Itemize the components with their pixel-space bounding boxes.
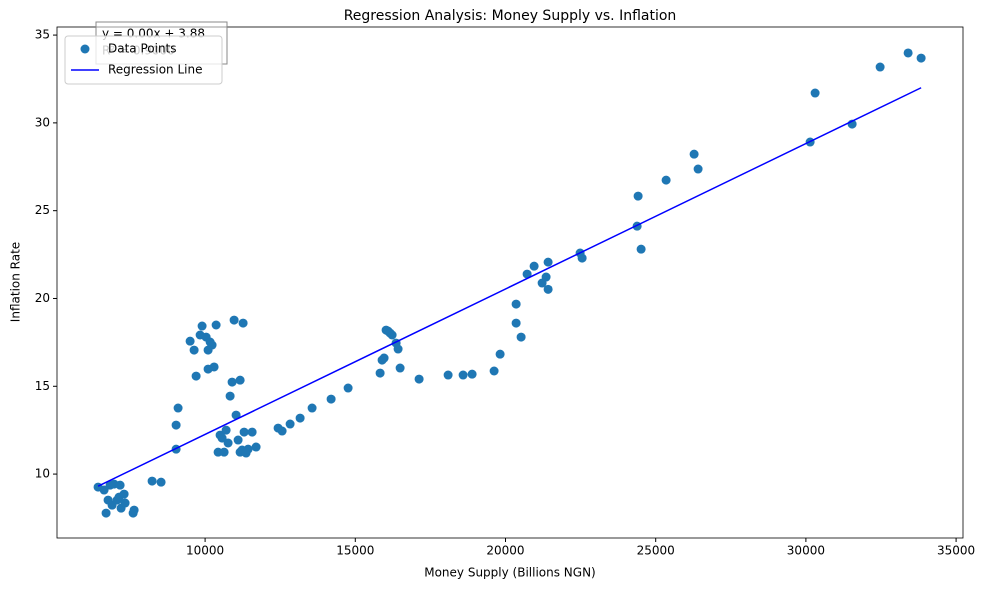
data-point	[115, 480, 125, 490]
data-point	[307, 403, 317, 413]
data-point	[395, 363, 405, 373]
data-point	[414, 374, 424, 384]
plot-area	[93, 48, 926, 518]
data-point	[326, 394, 336, 404]
data-point	[221, 425, 231, 435]
data-point	[156, 477, 166, 487]
y-tick-label: 35	[35, 28, 50, 42]
data-point	[543, 257, 553, 267]
data-point	[207, 340, 217, 350]
legend-label: Regression Line	[108, 63, 202, 77]
y-tick-label: 30	[35, 115, 50, 129]
data-point	[197, 321, 207, 331]
data-point	[511, 299, 521, 309]
data-point	[522, 269, 532, 279]
y-tick-label: 10	[35, 467, 50, 481]
data-point	[251, 442, 261, 452]
data-point	[119, 489, 129, 499]
legend-box	[64, 35, 223, 85]
y-tick-label: 15	[35, 379, 50, 393]
data-point	[101, 508, 111, 518]
x-tick-label: 30000	[787, 544, 825, 558]
data-point	[903, 48, 913, 58]
data-point	[443, 370, 453, 380]
x-tick-label: 25000	[637, 544, 675, 558]
data-point	[458, 370, 468, 380]
data-point	[810, 88, 820, 98]
data-point	[227, 377, 237, 387]
data-point	[229, 315, 239, 325]
data-point	[99, 485, 109, 495]
data-point	[693, 164, 703, 174]
data-point	[916, 53, 926, 63]
data-point	[577, 253, 587, 263]
data-point	[633, 191, 643, 201]
data-point	[529, 261, 539, 271]
plot-frame	[56, 26, 964, 539]
data-point	[516, 332, 526, 342]
data-point	[875, 62, 885, 72]
data-point	[217, 433, 227, 443]
data-point	[295, 413, 305, 423]
chart-title: Regression Analysis: Money Supply vs. In…	[344, 8, 677, 24]
data-point	[189, 345, 199, 355]
data-point	[120, 498, 130, 508]
data-point	[495, 349, 505, 359]
data-point	[171, 420, 181, 430]
data-point	[375, 368, 385, 378]
data-point	[235, 375, 245, 385]
y-axis-label: Inflation Rate	[9, 242, 23, 322]
data-point	[219, 447, 229, 457]
data-point	[203, 364, 213, 374]
data-point	[211, 320, 221, 330]
x-axis-label: Money Supply (Billions NGN)	[424, 566, 596, 580]
data-point	[233, 435, 243, 445]
data-point	[285, 419, 295, 429]
data-point	[277, 426, 287, 436]
data-point	[541, 272, 551, 282]
data-point	[636, 244, 646, 254]
x-tick-label: 10000	[186, 544, 224, 558]
data-point	[243, 444, 253, 454]
x-tick-label: 35000	[937, 544, 975, 558]
data-point	[225, 391, 235, 401]
y-tick-label: 25	[35, 203, 50, 217]
y-tick-label: 20	[35, 291, 50, 305]
data-point	[689, 149, 699, 159]
data-point	[379, 353, 389, 363]
data-point	[129, 505, 139, 515]
data-point	[661, 175, 671, 185]
data-point	[393, 344, 403, 354]
data-point	[467, 369, 477, 379]
data-point	[231, 410, 241, 420]
legend-label: Data Points	[108, 42, 177, 56]
data-point	[147, 476, 157, 486]
x-tick-label: 20000	[486, 544, 524, 558]
data-point	[489, 366, 499, 376]
legend: Data Points Regression Line	[64, 35, 223, 85]
legend-swatch	[80, 44, 90, 54]
data-point	[238, 318, 248, 328]
x-tick-label: 15000	[336, 544, 374, 558]
data-point	[239, 427, 249, 437]
data-point	[191, 371, 201, 381]
data-point	[387, 330, 397, 340]
data-point	[173, 403, 183, 413]
data-point	[543, 284, 553, 294]
data-point	[247, 427, 257, 437]
data-point	[223, 438, 233, 448]
data-point	[343, 383, 353, 393]
regression-line	[97, 87, 922, 487]
data-point	[511, 318, 521, 328]
data-point	[185, 336, 195, 346]
